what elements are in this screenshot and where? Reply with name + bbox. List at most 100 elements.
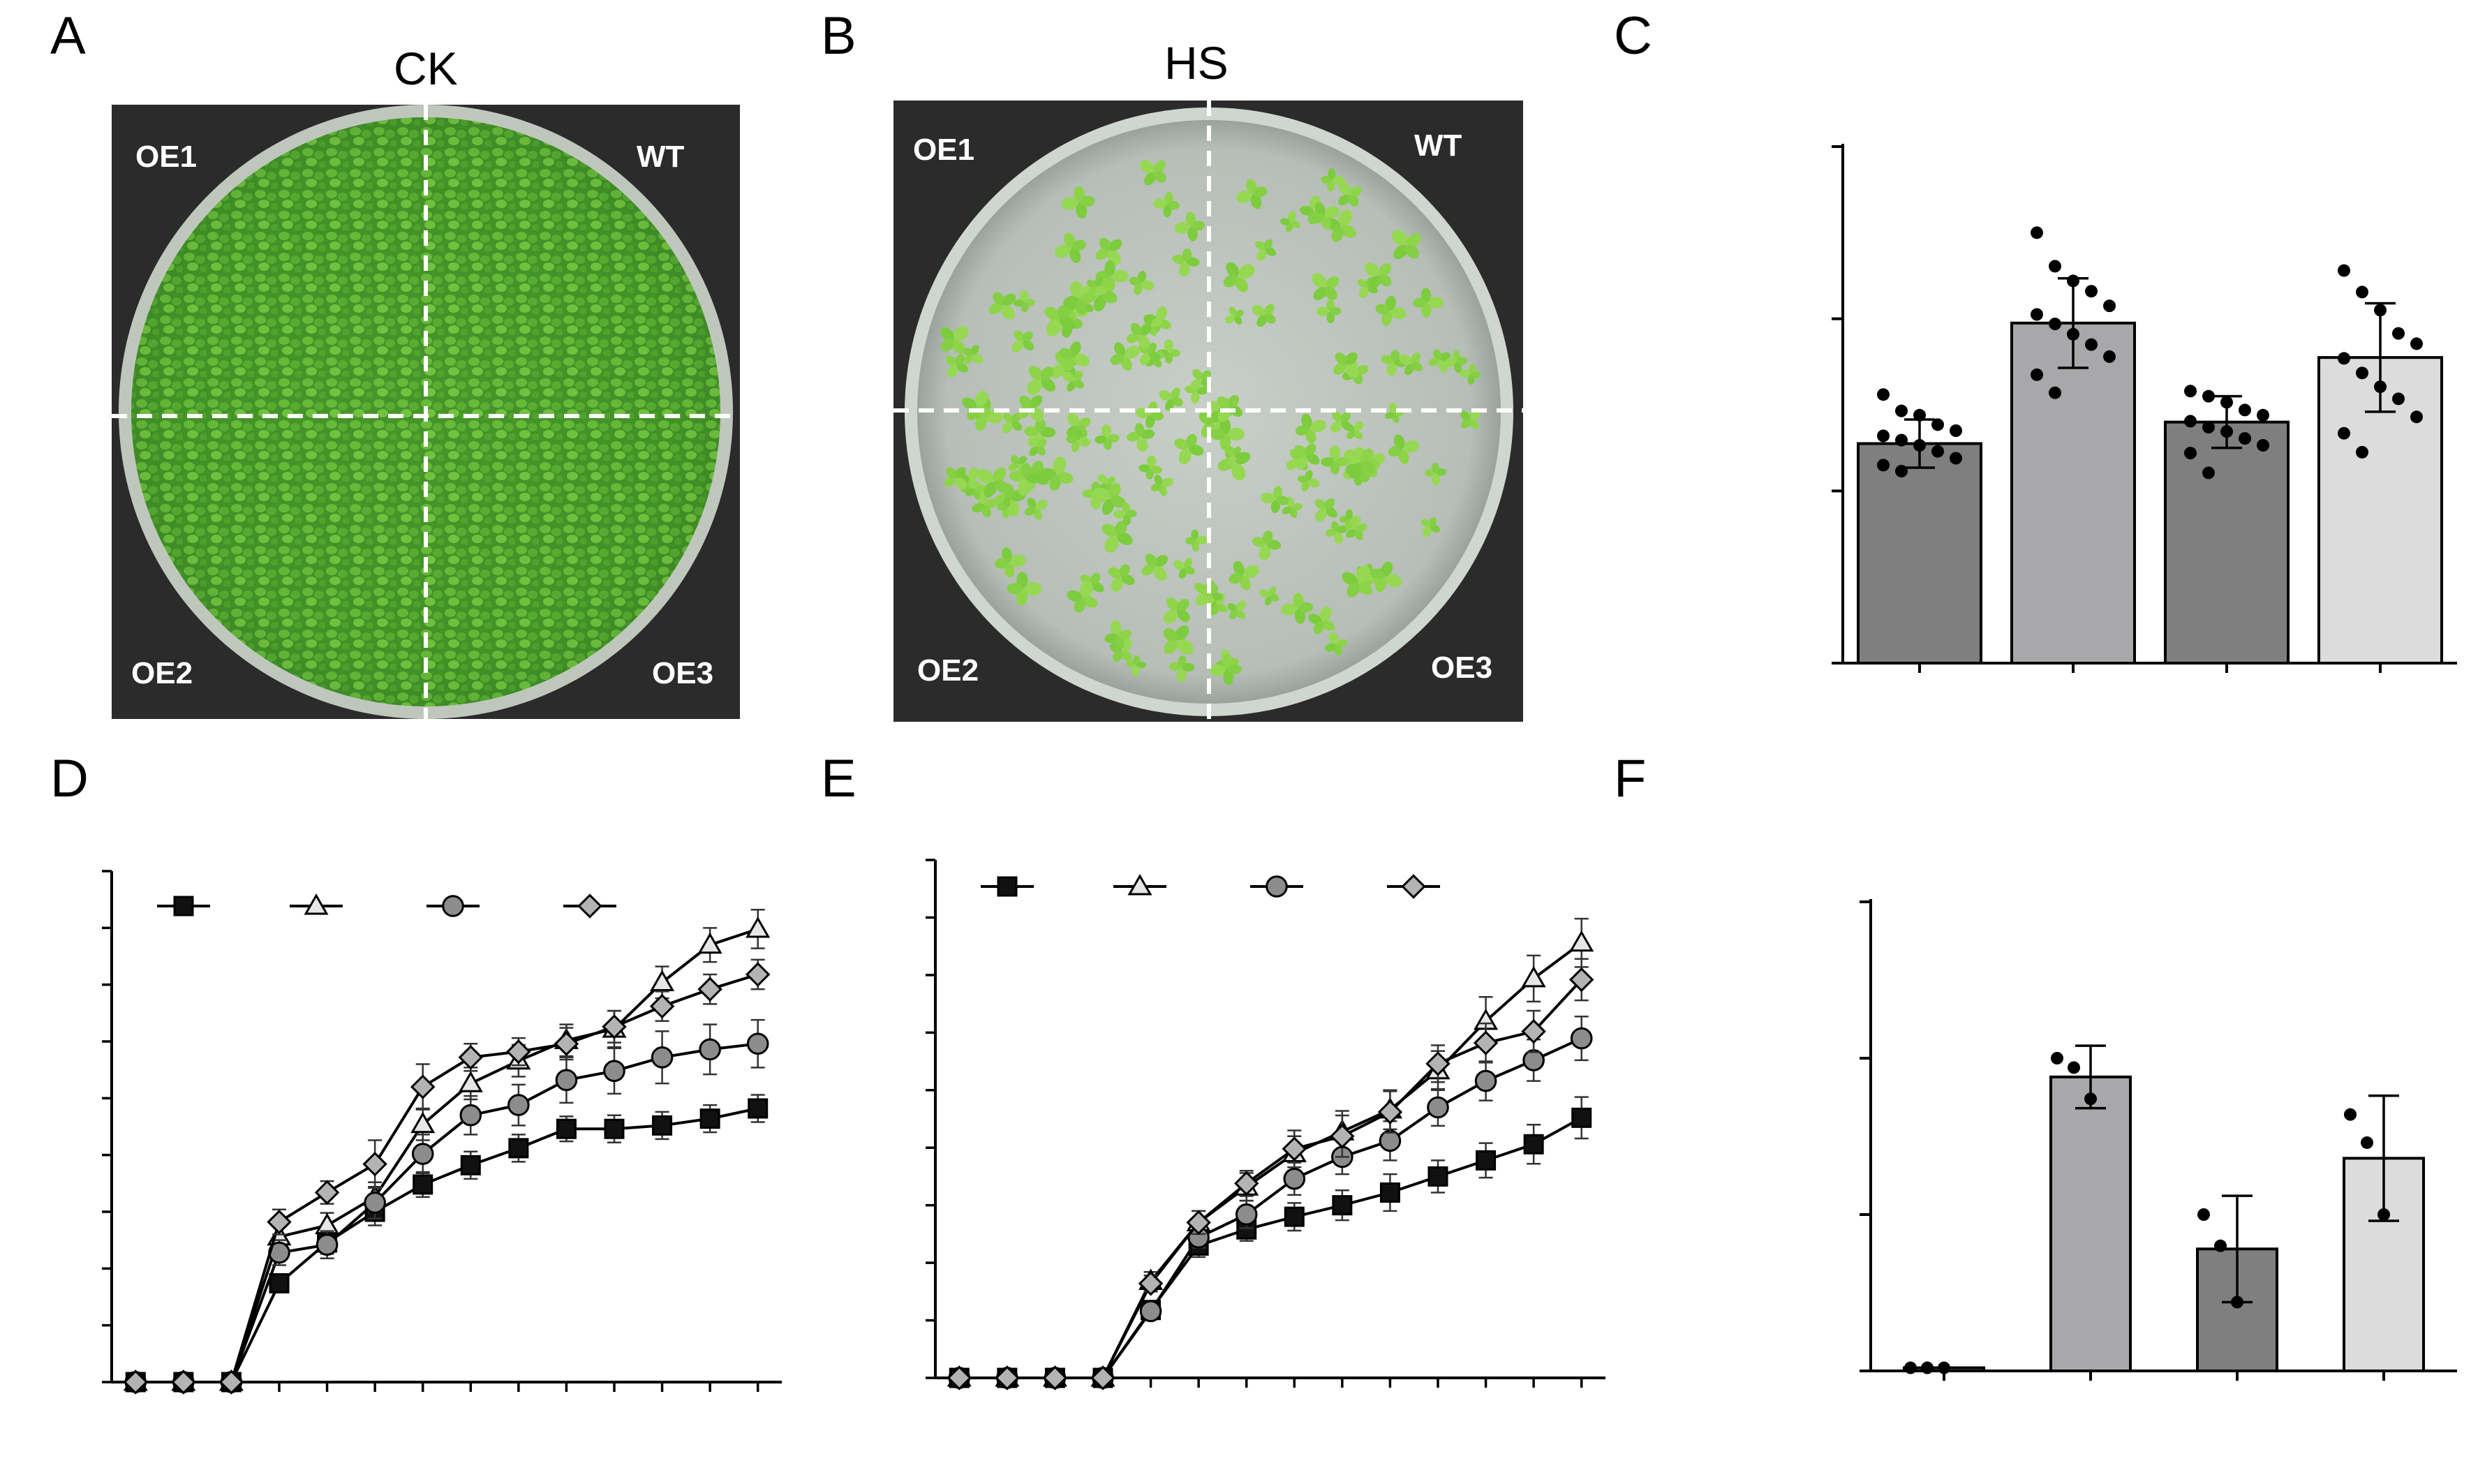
legend xyxy=(981,874,1440,899)
data-point xyxy=(1931,418,1944,431)
data-point xyxy=(364,1192,386,1214)
data-point xyxy=(1938,1361,1950,1374)
data-point xyxy=(1895,464,1908,477)
plate-photo-ck: OE1 WT OE2 OE3 xyxy=(112,105,740,719)
data-point xyxy=(2067,327,2079,341)
data-point xyxy=(2338,352,2350,365)
panel-letter-f: F xyxy=(1614,749,1647,808)
chart-d-radicle-time xyxy=(102,870,782,1395)
plate-photo-hs: OE1 WT OE2 OE3 xyxy=(893,101,1523,722)
plate-ck-image xyxy=(112,105,740,719)
data-point xyxy=(746,1032,769,1055)
data-point xyxy=(2239,403,2251,417)
series-oe3 xyxy=(123,958,771,1395)
data-point xyxy=(1474,1069,1497,1092)
data-point xyxy=(2184,415,2197,428)
data-point xyxy=(1476,1150,1497,1171)
data-point xyxy=(556,1118,577,1139)
data-point xyxy=(2068,1061,2080,1074)
data-point xyxy=(651,1046,674,1069)
series-oe1 xyxy=(123,909,771,1391)
data-point xyxy=(650,970,675,991)
data-point xyxy=(2220,396,2233,409)
panel-letter-b: B xyxy=(821,6,856,66)
data-point xyxy=(1138,1271,1164,1296)
plate-label-wt: WT xyxy=(637,140,685,174)
data-point xyxy=(2361,1136,2373,1149)
data-point xyxy=(267,1209,292,1235)
data-point xyxy=(1521,1018,1546,1044)
data-point xyxy=(697,932,722,954)
series-wt xyxy=(125,1094,769,1393)
data-point xyxy=(2214,1239,2227,1252)
data-point xyxy=(2338,426,2350,440)
data-point xyxy=(1921,1361,1934,1374)
data-point xyxy=(2356,366,2368,380)
series-oe2 xyxy=(124,1018,769,1393)
data-point xyxy=(1379,1182,1400,1203)
data-point xyxy=(2374,304,2387,317)
data-point xyxy=(1377,1099,1403,1125)
data-point xyxy=(411,1143,434,1165)
data-point xyxy=(123,1370,149,1395)
data-point xyxy=(1521,965,1546,988)
data-point xyxy=(2239,432,2251,445)
data-point xyxy=(1913,408,1926,422)
data-point xyxy=(2231,1296,2243,1309)
data-point xyxy=(2257,438,2269,452)
data-point xyxy=(697,977,722,1002)
data-point xyxy=(2031,226,2043,239)
data-point xyxy=(1950,424,1962,437)
data-point xyxy=(2049,318,2061,331)
data-point xyxy=(602,1014,627,1039)
data-point xyxy=(745,917,771,938)
series-line xyxy=(135,1042,758,1383)
data-point xyxy=(604,1118,625,1139)
series-line xyxy=(135,973,759,1383)
data-point xyxy=(2377,1208,2390,1221)
data-point xyxy=(649,993,675,1019)
data-point xyxy=(2031,308,2043,321)
data-point xyxy=(2103,299,2116,313)
bar xyxy=(2049,1075,2132,1372)
data-point xyxy=(1332,1195,1353,1216)
legend-marker xyxy=(1127,874,1152,896)
data-point xyxy=(555,1069,578,1092)
data-point xyxy=(1282,1136,1307,1162)
legend xyxy=(157,893,616,919)
data-point xyxy=(1950,452,1962,465)
data-point xyxy=(506,1039,531,1064)
plate-label-oe2: OE2 xyxy=(131,656,193,690)
data-point xyxy=(1284,1206,1305,1227)
plate-label-oe2: OE2 xyxy=(917,653,979,688)
data-point xyxy=(2184,385,2197,398)
data-point xyxy=(459,1104,482,1127)
data-point xyxy=(410,1111,436,1134)
data-point xyxy=(1877,459,1890,472)
data-point xyxy=(1330,1124,1355,1149)
data-point xyxy=(1425,1051,1451,1076)
data-point xyxy=(1931,445,1944,458)
data-point xyxy=(1568,967,1594,993)
data-point xyxy=(1913,438,1926,452)
data-point xyxy=(362,1151,387,1177)
data-point xyxy=(1379,1129,1402,1152)
panel-letter-e: E xyxy=(821,749,856,808)
data-point xyxy=(413,1174,433,1195)
data-point xyxy=(458,1071,483,1092)
data-point xyxy=(2084,1092,2097,1106)
legend-marker xyxy=(442,895,464,917)
data-point xyxy=(458,1045,484,1070)
data-point xyxy=(995,1365,1020,1390)
data-point xyxy=(2374,380,2387,394)
data-point xyxy=(1571,1107,1592,1128)
data-point xyxy=(2085,285,2098,298)
plate-hs-image xyxy=(893,101,1523,722)
data-point xyxy=(2184,447,2197,460)
data-point xyxy=(1522,1049,1545,1071)
plate-label-oe1: OE1 xyxy=(135,140,198,174)
data-point xyxy=(745,962,771,987)
data-point xyxy=(1895,433,1908,447)
data-point xyxy=(603,1060,625,1083)
data-point xyxy=(2085,338,2098,351)
